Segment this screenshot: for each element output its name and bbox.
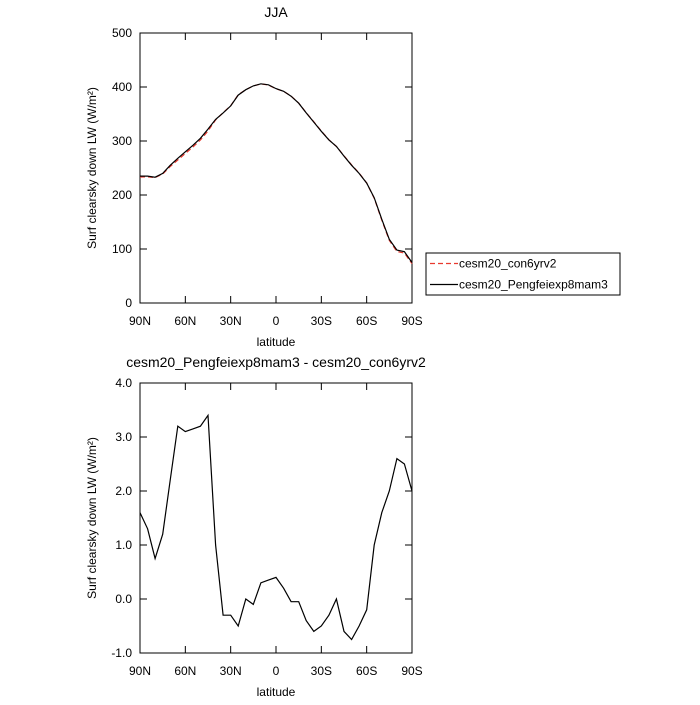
data-line xyxy=(139,413,413,641)
x-tick-label: 0 xyxy=(273,664,280,678)
x-tick-label: 30N xyxy=(220,664,242,678)
y-tick-label: 300 xyxy=(112,134,132,148)
x-tick-label: 90N xyxy=(129,314,151,328)
y-tick-label: 2.0 xyxy=(115,484,132,498)
data-line xyxy=(140,83,413,263)
legend-box xyxy=(425,252,621,296)
x-tick-label: 90S xyxy=(401,314,422,328)
y-tick-label: 200 xyxy=(112,188,132,202)
x-tick-label: 30S xyxy=(311,314,332,328)
chart-title: JJA xyxy=(264,4,288,20)
y-axis-label: Surf clearsky down LW (W/m²) xyxy=(85,437,99,599)
plot-frame xyxy=(139,382,413,654)
y-tick-label: 400 xyxy=(112,80,132,94)
x-tick-label: 30N xyxy=(220,314,242,328)
legend-label: cesm20_con6yrv2 xyxy=(459,257,557,271)
y-tick-label: 0.0 xyxy=(115,592,132,606)
x-tick-label: 0 xyxy=(273,314,280,328)
y-tick-label: 100 xyxy=(112,242,132,256)
plot-frame xyxy=(139,32,413,304)
y-tick-label: 3.0 xyxy=(115,430,132,444)
y-tick-label: 0 xyxy=(125,296,132,310)
y-tick-label: -1.0 xyxy=(111,646,132,660)
x-tick-label: 60S xyxy=(356,664,377,678)
legend-label: cesm20_Pengfeiexp8mam3 xyxy=(459,278,608,292)
x-tick-label: 30S xyxy=(311,664,332,678)
x-tick-label: 90N xyxy=(129,664,151,678)
y-tick-label: 1.0 xyxy=(115,538,132,552)
x-tick-label: 90S xyxy=(401,664,422,678)
y-tick-label: 500 xyxy=(112,26,132,40)
x-tick-label: 60N xyxy=(174,664,196,678)
y-tick-label: 4.0 xyxy=(115,376,132,390)
chart-title: cesm20_Pengfeiexp8mam3 - cesm20_con6yrv2 xyxy=(126,354,426,370)
y-axis-label: Surf clearsky down LW (W/m²) xyxy=(85,87,99,249)
data-line xyxy=(139,83,413,264)
x-tick-label: 60S xyxy=(356,314,377,328)
x-axis-label: latitude xyxy=(257,335,296,349)
x-tick-label: 60N xyxy=(174,314,196,328)
x-axis-label: latitude xyxy=(257,685,296,699)
